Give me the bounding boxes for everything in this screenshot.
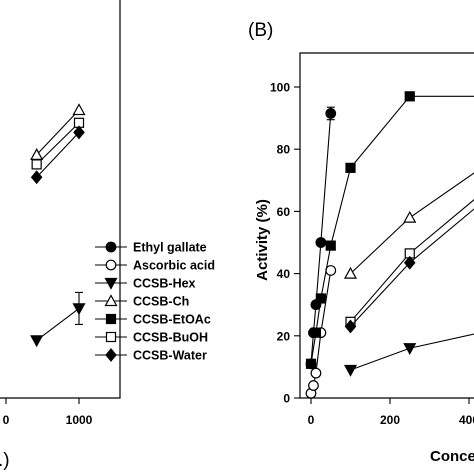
panel-b-ccsb-buoh-series [345,199,474,327]
panel-b-x-axis-title: Conce [430,448,474,465]
panel-b-y-axis-title: Activity (%) [254,199,271,281]
panel-b-ccsb-hex-series [343,333,474,377]
legend-entry-ccsb-etoac: CCSB-EtOAc [95,313,211,327]
legend-label: CCSB-BuOH [133,331,208,345]
legend-label: CCSB-Water [133,349,207,363]
panel-a: 0 1000 .) [0,0,121,471]
legend-marker [105,331,117,343]
panel-b-ccsb-hex-point [403,343,417,355]
panel-b-ticks: 0 20 40 60 80 100 0 200 400 [270,81,474,428]
panel-b-ccsb-water-series [344,208,474,334]
legend-label: Ethyl gallate [133,241,207,255]
panel-b-ascorbic-acid-point [325,265,337,276]
panel-a-x-ticks: 0 1000 [3,398,93,427]
panel-a-ccsb-hex-point [30,335,44,348]
legend-marker [104,294,118,307]
panel-a-ccsb-buoh-point [31,159,42,170]
panel-a-x-tick-label: 1000 [66,413,93,427]
panel-b-axes-frame [299,52,474,399]
panel-a-ccsb-water-point [73,125,85,140]
legend-entry-ascorbic-acid: Ascorbic acid [95,259,215,273]
panel-b-ascorbic-acid-point [308,380,319,391]
legend-marker [105,313,117,325]
legend-entry-ccsb-hex: CCSB-Hex [95,277,196,291]
panel-b-ccsb-buoh-line [350,199,474,323]
panel-b-ccsb-etoac-series [305,91,474,369]
legend-entry-ccsb-buoh: CCSB-BuOH [95,331,208,345]
panel-b-series [305,91,474,399]
panel-b-y-tick-label: 40 [277,267,291,281]
panel-b-ethyl-gallate-point [325,108,337,119]
legend-marker [105,348,117,362]
legend-label: CCSB-EtOAc [133,313,211,327]
panel-b-ccsb-etoac-point [404,91,415,102]
legend-marker [104,277,118,290]
panel-b-y-tick-label: 20 [277,329,291,343]
legend-entry-ethyl-gallate: Ethyl gallate [95,241,207,255]
panel-a-ccsb-water-point [30,170,43,185]
panel-b: (B) Activity (%) Conce 0 20 40 60 80 100 0 200 4… [248,20,474,465]
legend-entry-ccsb-ch: CCSB-Ch [95,294,189,309]
panel-a-ccsb-hex-series [30,291,86,348]
panel-b-ccsb-etoac-point [345,162,356,173]
panel-b-x-tick-label: 400 [459,413,474,427]
panel-b-ascorbic-acid-point [310,367,322,379]
panel-a-cropped-label: .) [0,450,10,471]
panel-b-ccsb-water-point [403,255,416,270]
panel-b-x-tick-label: 0 [308,413,315,427]
panel-a-axes-frame [0,0,121,399]
panel-a-ccsb-ch-point [72,103,86,116]
legend-label: CCSB-Ch [133,295,189,309]
panel-b-y-tick-label: 80 [277,143,291,157]
panel-a-ccsb-water-series [30,125,85,185]
panel-a-series [30,103,86,348]
legend-label: CCSB-Hex [133,277,196,291]
panel-b-y-tick-label: 0 [283,392,290,406]
panel-a-x-tick-label: 0 [3,413,10,427]
panel-b-ccsb-etoac-point [305,358,317,369]
panel-b-ethyl-gallate-point [315,237,327,248]
panel-b-ccsb-hex-point [343,364,358,377]
panel-a-ccsb-water-line [36,132,80,178]
panel-b-ccsb-ch-point [343,266,358,279]
panel-b-y-tick-label: 60 [277,205,291,219]
panel-a-ccsb-buoh-series [31,117,85,170]
panel-b-y-tick-label: 100 [270,81,290,95]
panel-a-ccsb-hex-line [36,307,80,341]
panel-a-ccsb-hex-point [72,303,86,316]
panel-b-ccsb-etoac-point [325,240,336,251]
legend-entry-ccsb-water: CCSB-Water [95,348,207,363]
legend-label: Ascorbic acid [133,259,215,273]
panel-b-ccsb-etoac-point [310,327,322,338]
panel-a-ccsb-buoh-line [36,122,80,165]
panel-b-ccsb-etoac-point [315,293,326,304]
panel-b-ccsb-ch-series [343,172,474,279]
panel-b-x-tick-label: 200 [380,413,400,427]
panel-a-ccsb-ch-line [36,109,80,156]
panel-b-ccsb-ch-point [403,210,417,223]
legend-marker [105,259,117,271]
legend: Ethyl gallate Ascorbic acid CCSB-Hex CCSB-C… [95,241,215,363]
panel-b-label: (B) [248,20,273,41]
legend-marker [105,241,117,253]
panel-b-ccsb-water-point [344,319,357,334]
